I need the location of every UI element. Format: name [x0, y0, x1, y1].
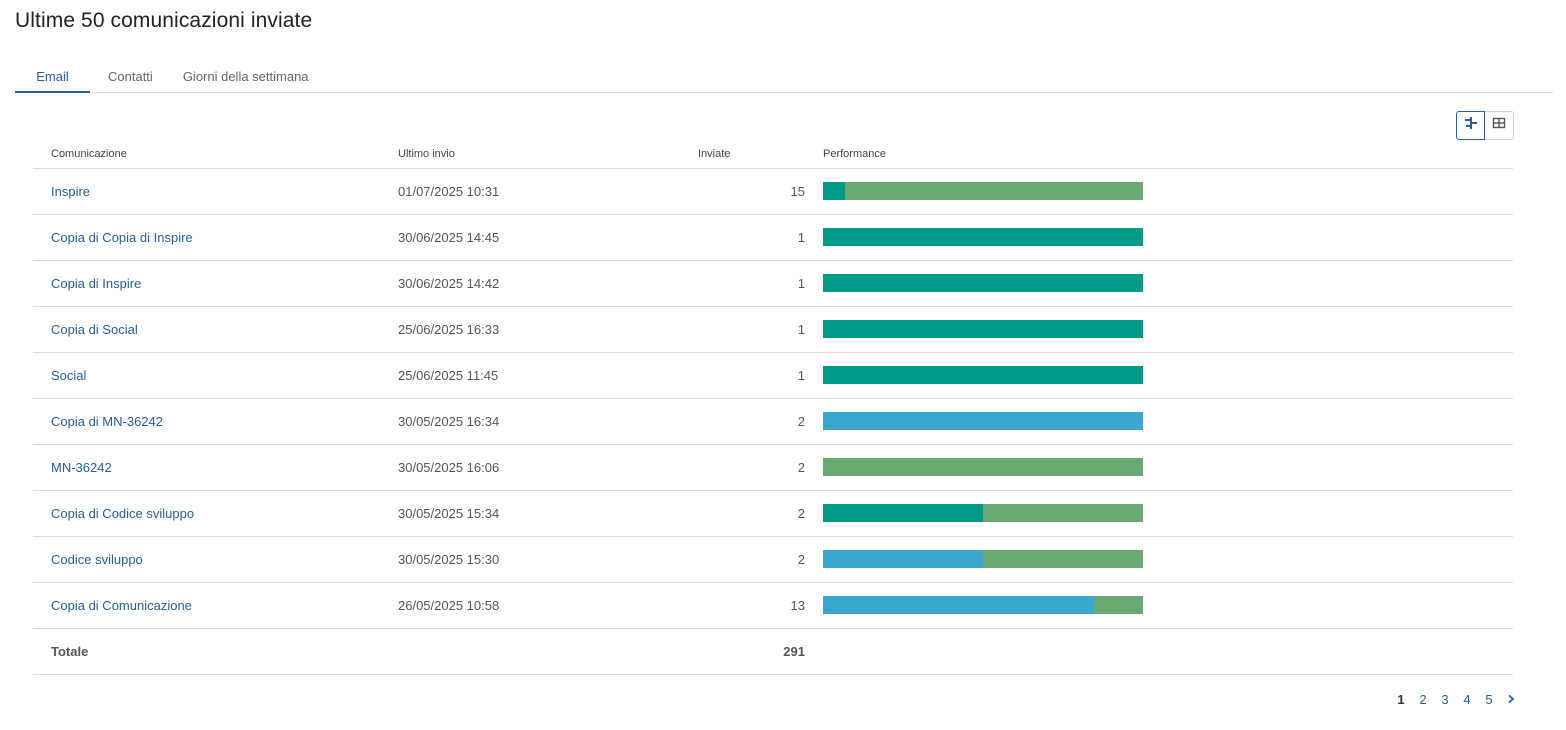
last-sent-date: 01/07/2025 10:31 [380, 168, 680, 215]
communication-link[interactable]: Copia di Copia di Inspire [51, 229, 193, 245]
last-sent-date: 30/05/2025 16:06 [380, 444, 680, 491]
performance-bar [823, 228, 1143, 246]
last-sent-date: 30/06/2025 14:42 [380, 260, 680, 307]
communications-table: Comunicazione Ultimo invio Inviate Perfo… [33, 140, 1513, 675]
table-row: Copia di Inspire 30/06/2025 14:42 1 [33, 260, 1513, 307]
performance-segment [823, 596, 1094, 614]
performance-segment [823, 182, 846, 200]
performance-segment [823, 366, 1143, 384]
table-view-icon [1492, 116, 1506, 135]
total-label: Totale [33, 628, 380, 675]
communication-link[interactable]: Social [51, 367, 87, 383]
chevron-right-icon [1506, 692, 1516, 707]
table-row: MN-36242 30/05/2025 16:06 2 [33, 444, 1513, 491]
sent-count: 1 [680, 214, 805, 261]
performance-segment [845, 182, 1143, 200]
sent-count: 2 [680, 536, 805, 583]
table-row: Codice sviluppo 30/05/2025 15:30 2 [33, 536, 1513, 583]
communication-link[interactable]: Copia di MN-36242 [51, 413, 164, 429]
performance-bar [823, 366, 1143, 384]
table-row: Copia di Social 25/06/2025 16:33 1 [33, 306, 1513, 353]
communication-link[interactable]: Copia di Inspire [51, 275, 142, 291]
performance-bar [823, 504, 1143, 522]
performance-segment [823, 274, 1143, 292]
performance-bar [823, 458, 1143, 476]
performance-bar [823, 412, 1143, 430]
performance-segment [823, 550, 983, 568]
last-sent-date: 30/05/2025 16:34 [380, 398, 680, 445]
communication-link[interactable]: Copia di Comunicazione [51, 597, 192, 613]
sent-count: 13 [680, 582, 805, 629]
communication-link[interactable]: MN-36242 [51, 459, 112, 475]
performance-segment [983, 504, 1143, 522]
total-sent: 291 [680, 628, 805, 675]
performance-bar [823, 596, 1143, 614]
next-page-button[interactable] [1500, 692, 1522, 707]
last-sent-date: 25/06/2025 16:33 [380, 306, 680, 353]
performance-bar [823, 274, 1143, 292]
sent-count: 1 [680, 306, 805, 353]
view-toggle [1456, 111, 1514, 140]
header-ultimo-invio[interactable]: Ultimo invio [380, 140, 680, 169]
page-title: Ultime 50 comunicazioni inviate [15, 9, 313, 32]
last-sent-date: 26/05/2025 10:58 [380, 582, 680, 629]
performance-segment [823, 504, 983, 522]
communication-link[interactable]: Copia di Codice sviluppo [51, 505, 195, 521]
sent-count: 15 [680, 168, 805, 215]
total-row: Totale 291 [33, 628, 1513, 675]
performance-segment [983, 550, 1143, 568]
last-sent-date: 30/05/2025 15:34 [380, 490, 680, 537]
table-row: Copia di Copia di Inspire 30/06/2025 14:4… [33, 214, 1513, 261]
sent-count: 2 [680, 398, 805, 445]
sent-count: 2 [680, 444, 805, 491]
communication-link[interactable]: Copia di Social [51, 321, 138, 337]
performance-bar [823, 320, 1143, 338]
last-sent-date: 30/06/2025 14:45 [380, 214, 680, 261]
communication-link[interactable]: Inspire [51, 183, 91, 199]
pagination: 1 2 3 4 5 [1390, 692, 1522, 707]
performance-segment [823, 412, 1143, 430]
last-sent-date: 30/05/2025 15:30 [380, 536, 680, 583]
performance-segment [823, 228, 1143, 246]
table-row: Copia di Comunicazione 26/05/2025 10:58 13 [33, 582, 1513, 629]
table-header-row: Comunicazione Ultimo invio Inviate Perfo… [33, 140, 1513, 169]
table-view-button[interactable] [1485, 111, 1514, 140]
performance-segment [823, 458, 1143, 476]
page-1[interactable]: 1 [1397, 692, 1405, 707]
chart-view-icon [1464, 116, 1478, 135]
performance-segment [1093, 596, 1143, 614]
tab-contatti[interactable]: Contatti [108, 69, 153, 84]
last-sent-date: 25/06/2025 11:45 [380, 352, 680, 399]
table-row: Inspire 01/07/2025 10:31 15 [33, 168, 1513, 215]
table-row: Copia di Codice sviluppo 30/05/2025 15:34… [33, 490, 1513, 537]
header-comunicazione[interactable]: Comunicazione [33, 140, 380, 169]
page-5[interactable]: 5 [1485, 692, 1493, 707]
sent-count: 2 [680, 490, 805, 537]
header-inviate[interactable]: Inviate [680, 140, 805, 169]
sent-count: 1 [680, 260, 805, 307]
performance-bar [823, 182, 1143, 200]
header-performance: Performance [805, 140, 1513, 169]
tab-bar: Email Contatti Giorni della settimana [15, 60, 1553, 93]
tab-giorni-settimana[interactable]: Giorni della settimana [182, 69, 309, 84]
table-row: Copia di MN-36242 30/05/2025 16:34 2 [33, 398, 1513, 445]
table-row: Social 25/06/2025 11:45 1 [33, 352, 1513, 399]
page-4[interactable]: 4 [1463, 692, 1471, 707]
page-2[interactable]: 2 [1419, 692, 1427, 707]
page-3[interactable]: 3 [1441, 692, 1449, 707]
performance-bar [823, 550, 1143, 568]
chart-view-button[interactable] [1456, 111, 1485, 140]
tab-email[interactable]: Email [15, 60, 90, 93]
sent-count: 1 [680, 352, 805, 399]
communication-link[interactable]: Codice sviluppo [51, 551, 143, 567]
performance-segment [823, 320, 1143, 338]
